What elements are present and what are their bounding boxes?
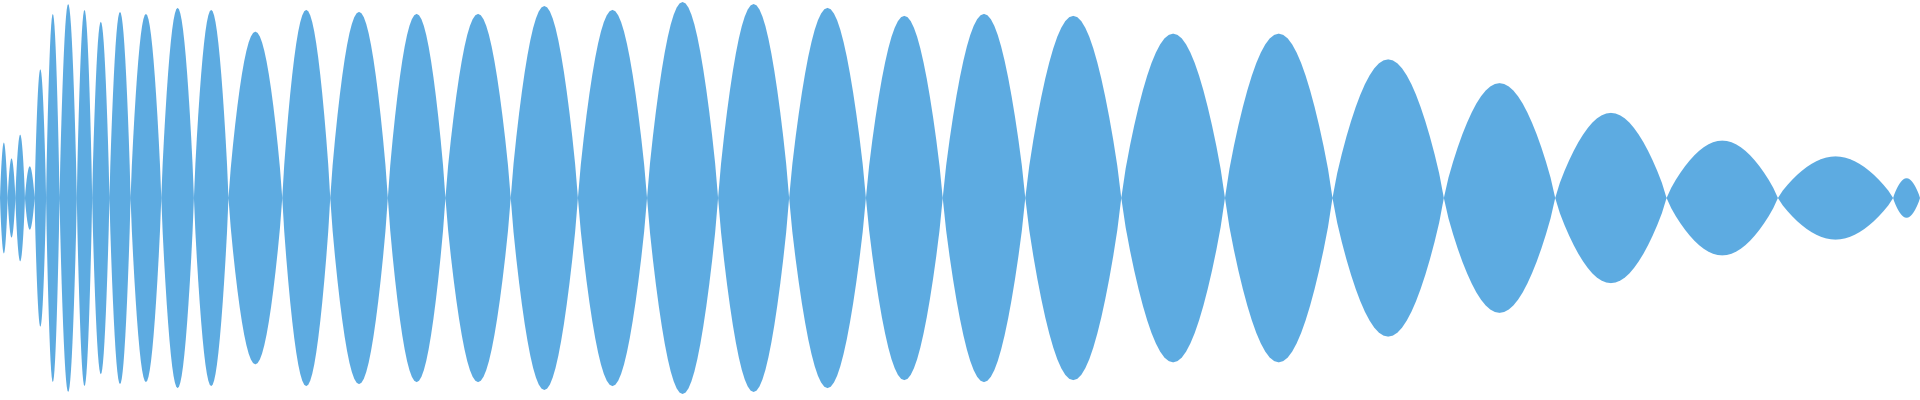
waveform-lobe-18 <box>445 13 511 383</box>
waveform-lobe-2 <box>7 158 16 238</box>
waveform-lobe-32 <box>1666 140 1778 256</box>
waveform-lobe-1 <box>0 142 8 254</box>
waveform-lobe-17 <box>387 13 446 383</box>
waveform-lobe-5 <box>34 69 47 327</box>
waveform-lobe-16 <box>330 11 388 385</box>
waveform-lobe-3 <box>15 134 25 262</box>
waveform-lobe-19 <box>510 5 578 391</box>
waveform-lobe-30 <box>1443 83 1556 313</box>
waveform-lobe-25 <box>942 13 1026 383</box>
waveform-lobe-15 <box>282 9 331 387</box>
waveform-lobe-8 <box>76 9 93 387</box>
waveform-lobe-6 <box>46 13 60 383</box>
waveform-lobe-22 <box>718 3 790 393</box>
waveform-lobe-11 <box>130 13 162 383</box>
waveform-lobe-12 <box>161 7 194 389</box>
waveform-lobe-7 <box>59 3 77 393</box>
waveform-lobe-27 <box>1121 33 1225 363</box>
waveform-lobe-26 <box>1025 15 1122 381</box>
waveform-lobe-9 <box>92 21 110 375</box>
waveform-lobe-20 <box>577 9 648 387</box>
waveform-lobe-24 <box>865 15 943 381</box>
waveform-lobe-29 <box>1332 59 1444 337</box>
waveform-lobe-34 <box>1893 178 1920 218</box>
waveform-lobe-10 <box>109 11 131 385</box>
waveform-lobe-33 <box>1777 156 1894 240</box>
waveform-lobe-31 <box>1555 112 1667 284</box>
waveform-lobe-14 <box>228 31 283 365</box>
waveform-lobe-28 <box>1224 33 1333 363</box>
waveform-lobe-4 <box>24 166 35 230</box>
waveform-lobe-23 <box>789 7 866 389</box>
waveform-lobe-13 <box>193 9 229 387</box>
waveform-lobe-21 <box>647 1 719 395</box>
